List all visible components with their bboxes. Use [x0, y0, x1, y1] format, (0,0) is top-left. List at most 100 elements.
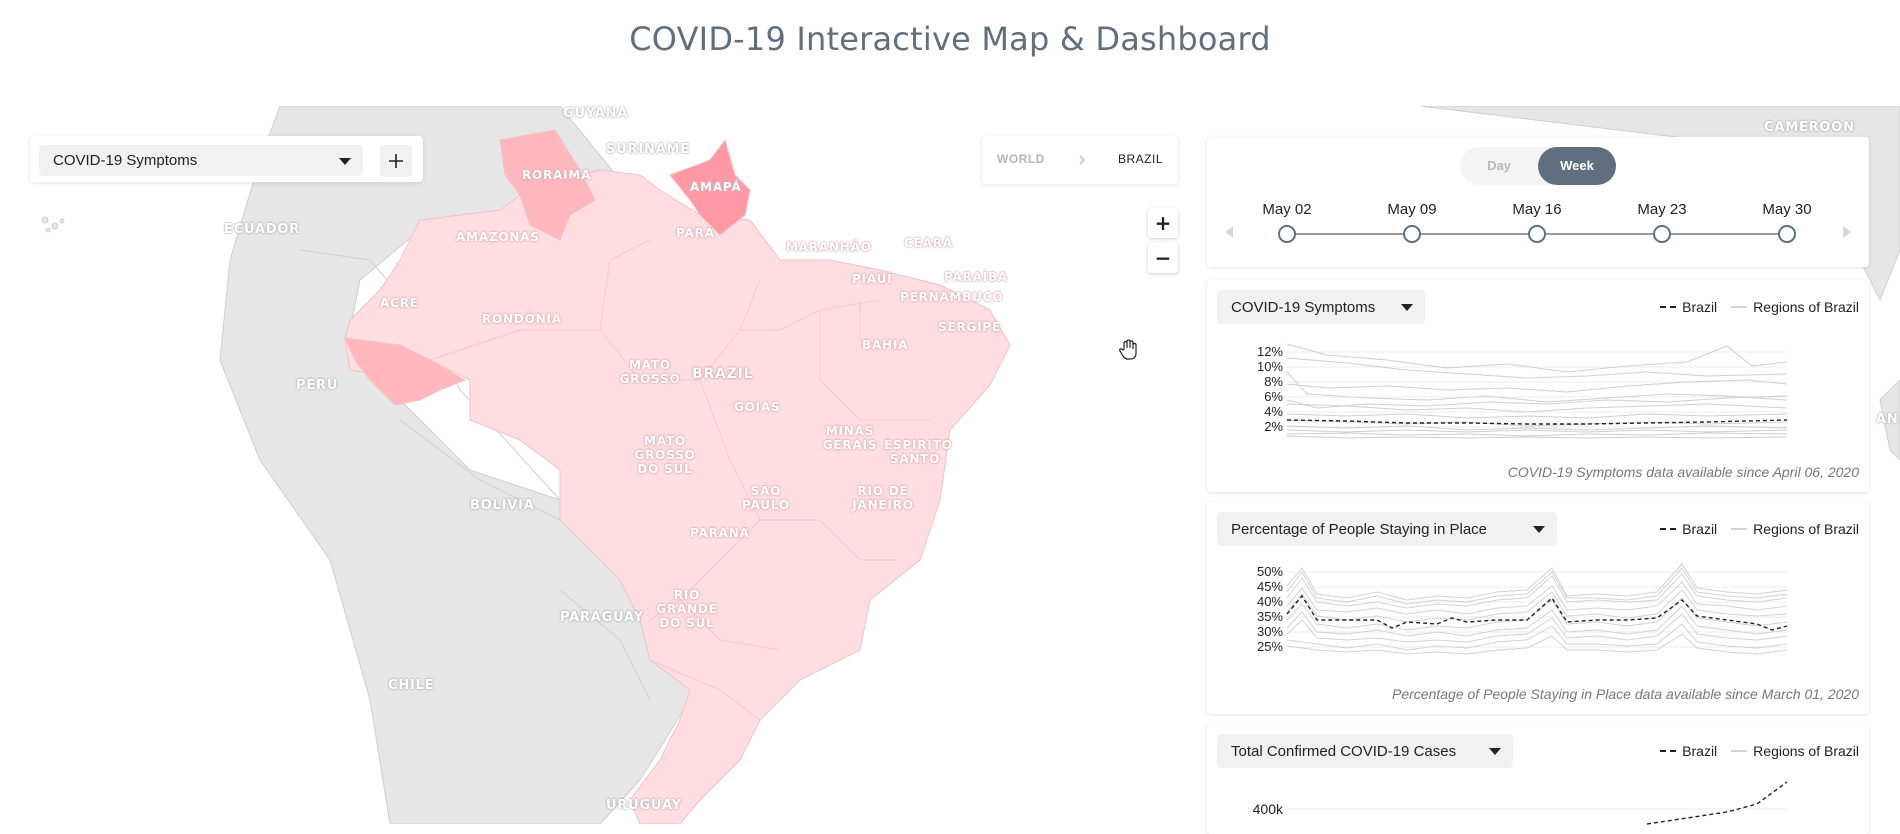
zoom-out-icon: − — [1154, 246, 1172, 270]
regions-lines — [1286, 343, 1788, 439]
state-label-para: PARÁ — [676, 226, 715, 240]
region-line — [1286, 429, 1788, 433]
state-label-acre: ACRE — [380, 296, 419, 310]
region-line — [1286, 567, 1788, 605]
state-label-roraima: RORAIMA — [522, 168, 592, 182]
chart-legend: Brazil Regions of Brazil — [1660, 299, 1859, 315]
zoom-out-button[interactable]: − — [1148, 243, 1178, 273]
state-label-amazonas: AMAZONAS — [456, 230, 540, 244]
state-label-rondonia: RONDÔNIA — [482, 312, 562, 326]
state-label-piaui: PIAUÍ — [852, 272, 893, 286]
toggle-week[interactable]: Week — [1538, 147, 1616, 185]
map-label-an: AN — [1876, 412, 1899, 427]
region-line — [1286, 435, 1788, 439]
chart-legend: Brazil Regions of Brazil — [1660, 521, 1859, 537]
timeline-prev-icon[interactable] — [1225, 226, 1233, 238]
state-label-sao-paulo: SÃO PAULO — [742, 484, 790, 512]
region-line — [1286, 403, 1788, 413]
state-label-rio-grande-do-sul: RIO GRANDE DO SUL — [656, 588, 718, 630]
y-axis-labels: 50% 45% 40% 35% 30% 25% — [1257, 564, 1283, 654]
chart-metric-select[interactable]: Percentage of People Staying in Place — [1217, 512, 1557, 546]
timeline-date: May 23 — [1637, 201, 1687, 218]
timeline-next-icon[interactable] — [1843, 226, 1851, 238]
breadcrumb-world[interactable]: WORLD — [997, 152, 1045, 166]
timeline-handle[interactable] — [1653, 225, 1671, 243]
state-label-maranhao: MARANHÃO — [786, 240, 872, 254]
map-label-ecuador: ECUADOR — [224, 222, 301, 237]
timeline-panel: Day Week May 02 May 09 May 16 May 23 May… — [1207, 137, 1869, 267]
legend-brazil-swatch — [1660, 528, 1677, 530]
chevron-down-icon — [1401, 304, 1413, 311]
breadcrumb-brazil[interactable]: BRAZIL — [1118, 152, 1164, 166]
chart-card-staying-in-place: Percentage of People Staying in Place Br… — [1207, 502, 1869, 714]
legend-regions-swatch — [1731, 528, 1748, 530]
regions-lines — [1286, 563, 1788, 655]
chart-metric-select[interactable]: Total Confirmed COVID-19 Cases — [1217, 734, 1513, 768]
add-metric-button[interactable] — [380, 145, 412, 177]
y-tick-label: 25% — [1257, 639, 1283, 654]
state-label-paraiba: PARAÍBA — [944, 270, 1009, 284]
legend-brazil: Brazil — [1682, 299, 1718, 315]
legend-regions: Regions of Brazil — [1753, 299, 1859, 315]
state-label-amapa: AMAPÁ — [690, 180, 742, 194]
y-tick-label: 35% — [1257, 609, 1283, 624]
state-label-ceara: CEARÁ — [904, 236, 953, 250]
y-tick-label: 12% — [1257, 344, 1283, 359]
chart-staying-in-place: 50% 45% 40% 35% 30% 25% — [1257, 563, 1788, 655]
grab-cursor-icon — [1119, 339, 1137, 360]
chart-confirmed-cases: 400k — [1253, 781, 1788, 825]
brazil-line — [1286, 594, 1788, 631]
region-line — [1286, 371, 1788, 403]
map-label-bolivia: BOLIVIA — [470, 498, 535, 513]
timeline-handle[interactable] — [1778, 225, 1796, 243]
legend-brazil: Brazil — [1682, 743, 1718, 759]
legend-regions: Regions of Brazil — [1753, 521, 1859, 537]
region-line — [1286, 357, 1788, 379]
chart-card-confirmed-cases: Total Confirmed COVID-19 Cases Brazil Re… — [1207, 724, 1869, 834]
state-label-mato-grosso-do-sul: MATO GROSSO DO SUL — [634, 434, 696, 476]
timeline-date: May 16 — [1512, 201, 1562, 218]
toggle-day[interactable]: Day — [1487, 158, 1511, 173]
y-tick-label: 400k — [1253, 801, 1284, 817]
breadcrumb: WORLD BRAZIL — [982, 136, 1178, 184]
region-line — [1286, 379, 1788, 393]
chart-footnote: Percentage of People Staying in Place da… — [1392, 686, 1859, 702]
chevron-right-icon — [1079, 155, 1085, 165]
y-tick-label: 30% — [1257, 624, 1283, 639]
region-line — [1286, 633, 1788, 655]
zoom-in-button[interactable]: + — [1148, 208, 1178, 238]
chart-symptoms: 12% 10% 8% 6% 4% 2% — [1257, 343, 1788, 439]
brazil-line — [1646, 781, 1788, 825]
chevron-down-icon — [1533, 526, 1545, 533]
timeline-handle[interactable] — [1403, 225, 1421, 243]
region-line — [1286, 605, 1788, 637]
map-label-suriname: SURINAME — [606, 142, 690, 157]
brazil-line — [1286, 419, 1788, 425]
region-line — [1286, 395, 1788, 409]
chart-metric-select[interactable]: COVID-19 Symptoms — [1217, 290, 1425, 324]
timeline-date: May 09 — [1387, 201, 1437, 218]
region-line — [1286, 573, 1788, 609]
y-tick-label: 50% — [1257, 564, 1283, 579]
y-axis-labels: 12% 10% 8% 6% 4% 2% — [1257, 344, 1283, 434]
legend-brazil: Brazil — [1682, 521, 1718, 537]
chevron-down-icon — [1489, 748, 1501, 755]
legend-regions-swatch — [1731, 750, 1748, 752]
region-line — [1286, 419, 1788, 427]
map-label-brazil: BRAZIL — [692, 366, 754, 382]
legend-regions-swatch — [1731, 306, 1748, 308]
y-tick-label: 40% — [1257, 594, 1283, 609]
chart-select-value: Percentage of People Staying in Place — [1231, 520, 1488, 538]
chart-card-symptoms: COVID-19 Symptoms Brazil Regions of Braz… — [1207, 280, 1869, 492]
state-label-espirito-santo: ESPÍRITO SANTO — [884, 438, 953, 466]
timeline-handle[interactable] — [1528, 225, 1546, 243]
region-line — [1286, 432, 1788, 437]
timeline-handle[interactable] — [1278, 225, 1296, 243]
y-tick-label: 6% — [1264, 389, 1283, 404]
legend-brazil-swatch — [1660, 306, 1677, 308]
region-line — [1286, 413, 1788, 419]
metric-select[interactable]: COVID-19 Symptoms — [39, 145, 363, 176]
chart-legend: Brazil Regions of Brazil — [1660, 743, 1859, 759]
map-label-paraguay: PARAGUAY — [560, 610, 644, 625]
chart-footnote: COVID-19 Symptoms data available since A… — [1507, 464, 1859, 480]
